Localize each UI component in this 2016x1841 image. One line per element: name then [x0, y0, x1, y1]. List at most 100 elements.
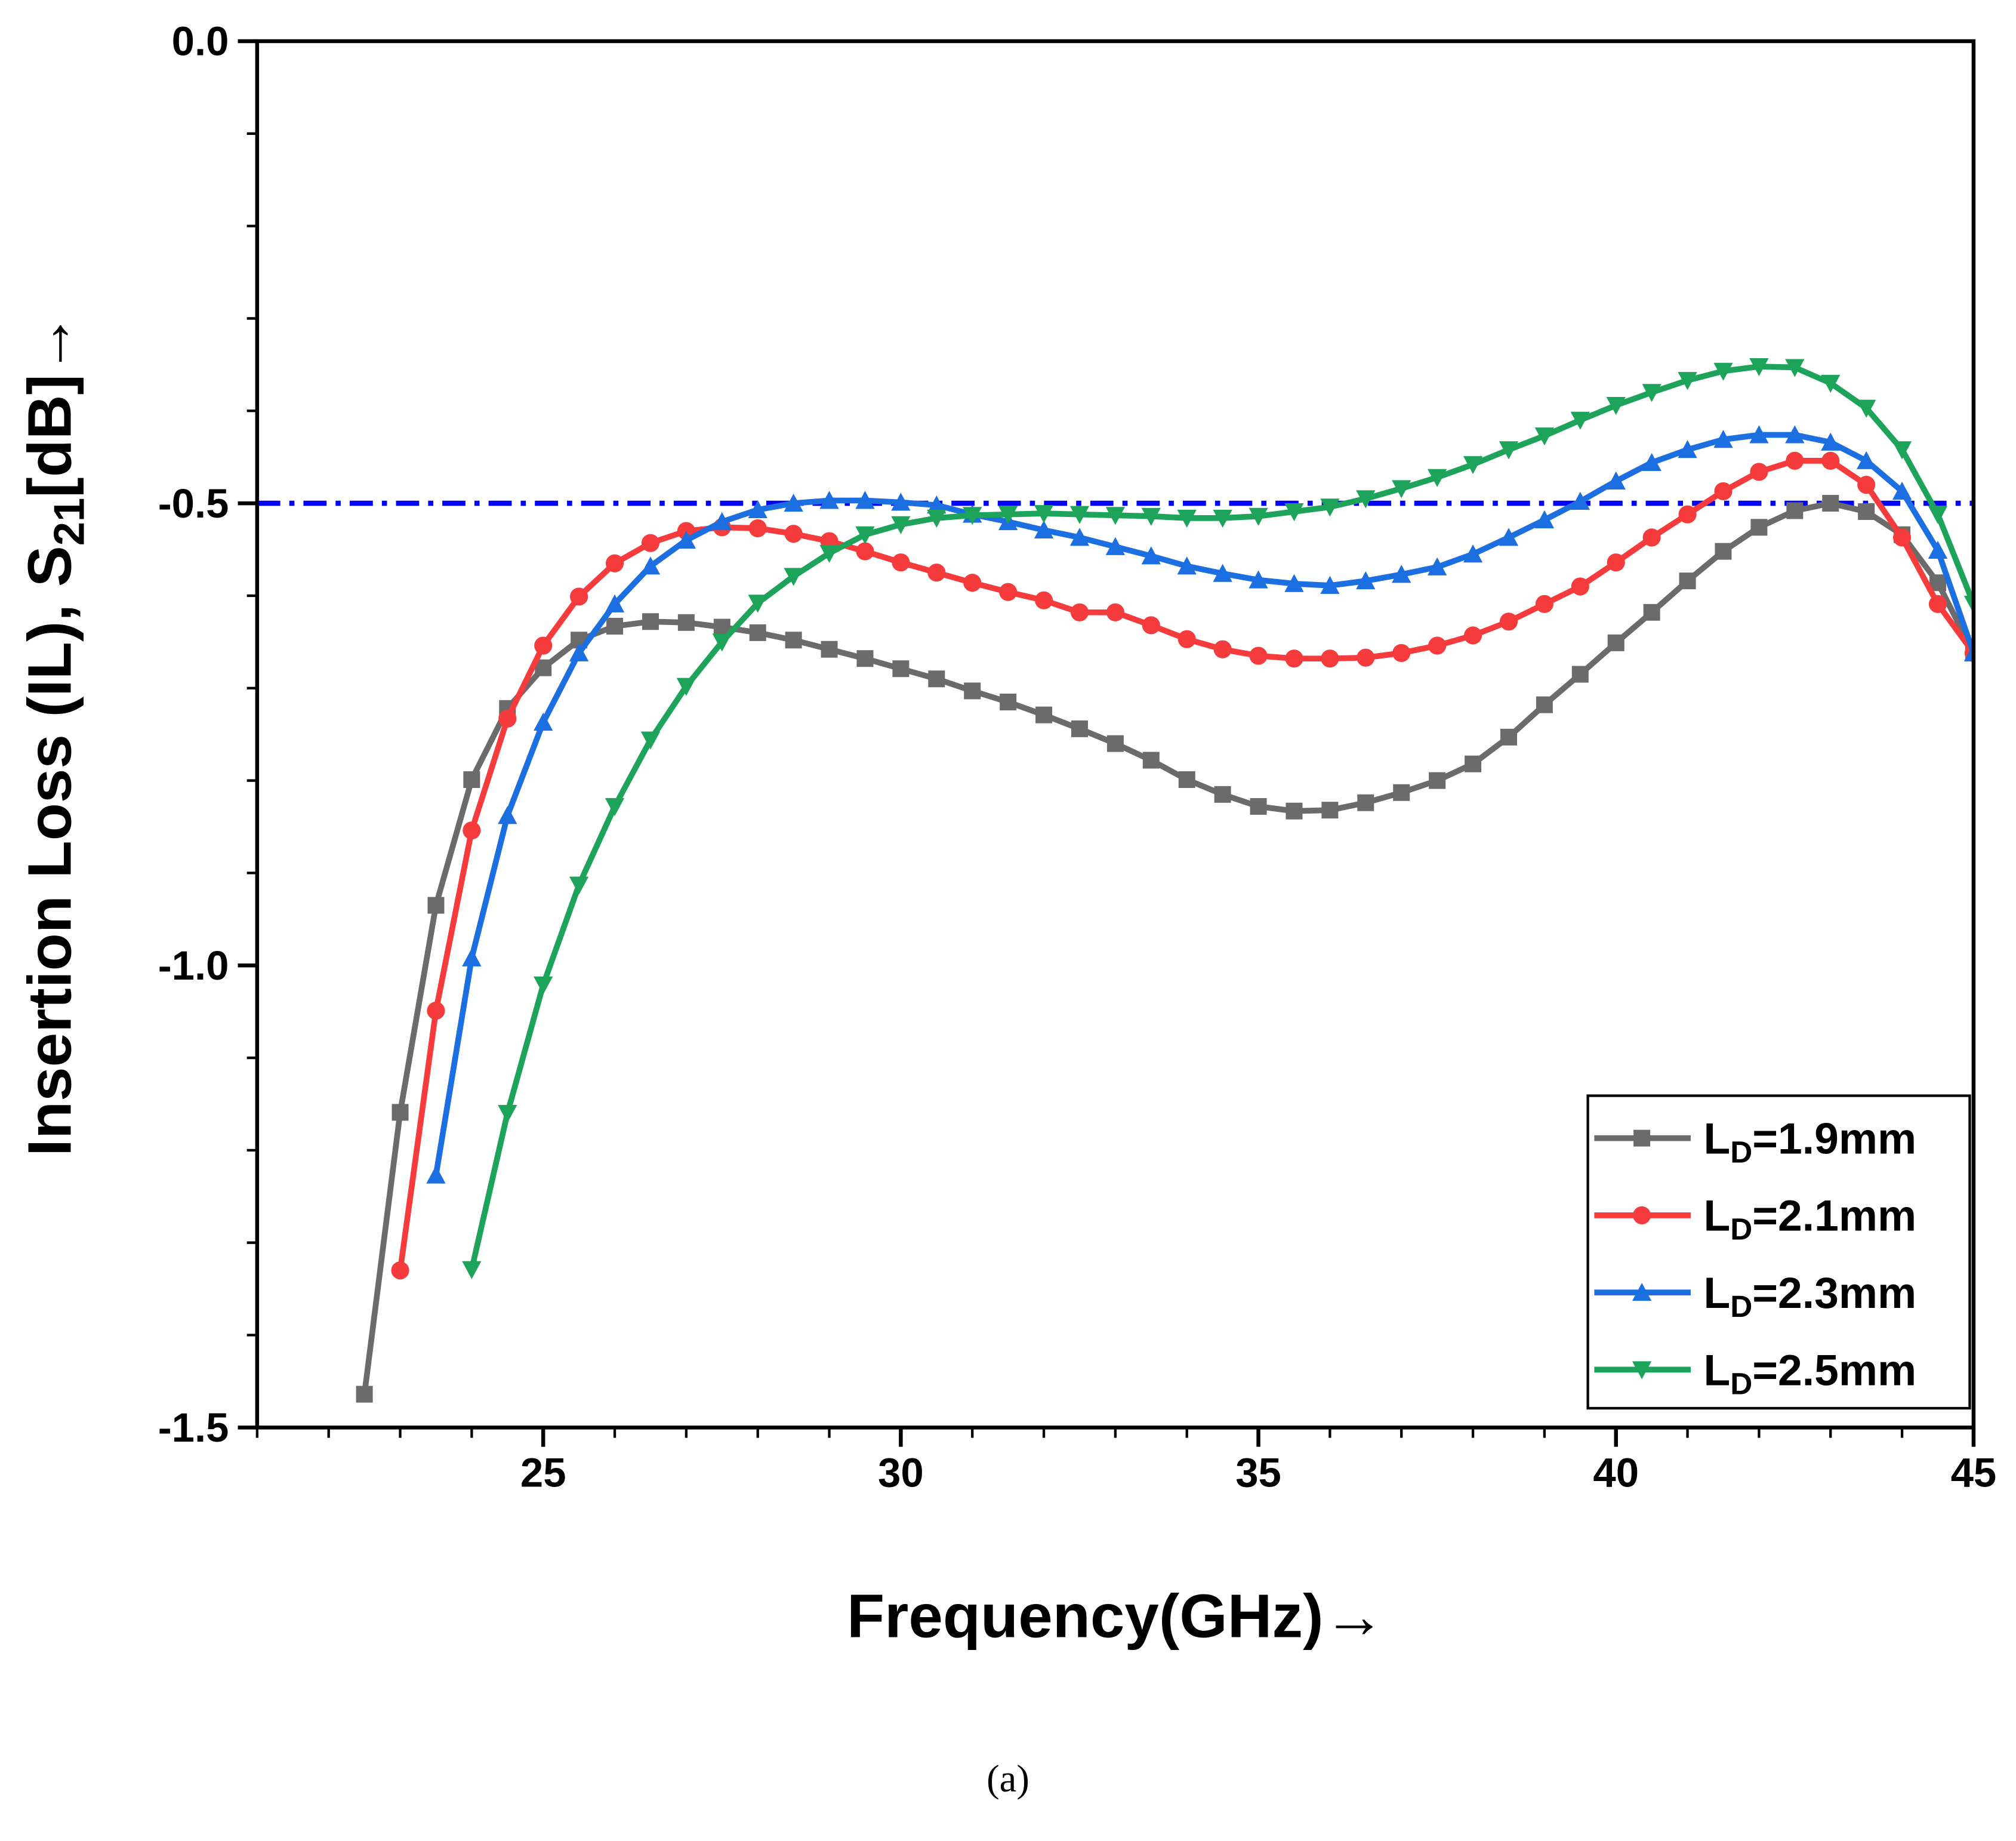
data-point [1713, 430, 1733, 448]
data-point [1286, 802, 1303, 820]
data-point [1749, 425, 1769, 444]
data-point [1035, 706, 1053, 724]
data-point [1357, 648, 1375, 667]
data-point [892, 553, 910, 572]
data-point [1606, 396, 1626, 415]
data-point [749, 624, 766, 641]
data-point [1392, 644, 1411, 662]
data-point [1499, 612, 1518, 631]
data-point [1535, 595, 1553, 613]
data-point [606, 618, 624, 635]
y-tick-label: -1.0 [158, 943, 229, 989]
series-line [433, 432, 1974, 1176]
data-point [1928, 595, 1947, 613]
data-point [498, 1104, 517, 1123]
data-point [1213, 640, 1232, 658]
data-point [1892, 528, 1912, 547]
data-point [1785, 359, 1805, 377]
data-point [1106, 603, 1124, 621]
data-point [1034, 591, 1053, 609]
data-point [1427, 557, 1447, 575]
x-tick-label: 40 [1593, 1449, 1639, 1495]
x-tick-label: 30 [878, 1449, 924, 1495]
data-point [963, 507, 982, 525]
data-point [1356, 571, 1376, 590]
legend-label: LD=2.5mm [1703, 1346, 1916, 1400]
data-point [1963, 595, 1974, 614]
data-point [1928, 506, 1948, 524]
legend-marker [1632, 1361, 1652, 1380]
data-point [784, 525, 803, 543]
data-point [1392, 480, 1411, 498]
data-point [856, 650, 874, 667]
data-point [1856, 399, 1876, 418]
data-point [1642, 384, 1661, 402]
data-point [964, 682, 981, 700]
data-point [1536, 696, 1553, 713]
x-tick-label: 35 [1235, 1449, 1281, 1495]
data-point [1141, 507, 1161, 526]
data-point [1177, 556, 1197, 575]
data-point [1786, 451, 1804, 470]
data-point [1607, 553, 1625, 572]
data-point [1000, 693, 1017, 710]
data-point [1570, 491, 1590, 510]
data-point [641, 534, 660, 552]
data-point [391, 1261, 409, 1280]
legend-marker [1632, 1282, 1652, 1301]
data-point [855, 526, 875, 544]
data-point [1857, 476, 1876, 494]
data-point [605, 798, 625, 817]
data-point [1534, 510, 1555, 528]
data-point [1213, 509, 1232, 528]
data-point [1821, 374, 1841, 393]
data-point [427, 897, 445, 914]
data-point [1250, 798, 1267, 815]
data-point [1642, 528, 1661, 547]
data-point [927, 495, 947, 514]
data-point [785, 632, 802, 649]
data-point [1463, 626, 1482, 645]
x-axis-label: Frequency(GHz)→ [847, 1581, 1385, 1651]
data-point [1571, 577, 1589, 596]
data-point [1606, 471, 1626, 490]
plot-frame [255, 39, 1976, 1430]
data-point [427, 1002, 445, 1020]
data-point [1106, 735, 1124, 752]
data-point [1392, 565, 1411, 583]
caption: (a) [987, 1757, 1029, 1800]
data-point [1749, 358, 1769, 377]
data-point [677, 614, 695, 631]
data-point [1214, 786, 1231, 803]
data-point [534, 712, 553, 731]
data-point [1320, 575, 1340, 594]
data-point [1678, 505, 1697, 524]
data-point [676, 678, 696, 696]
data-point [534, 976, 553, 995]
data-point [1499, 441, 1519, 460]
data-point [1178, 771, 1195, 789]
data-point [640, 556, 661, 575]
data-point [784, 568, 803, 586]
data-point [1285, 649, 1303, 668]
data-point [1463, 544, 1483, 563]
legend-box [1586, 1094, 1971, 1410]
data-point [462, 948, 482, 966]
data-point [1570, 411, 1590, 430]
data-point [1678, 372, 1697, 390]
data-point [712, 633, 732, 652]
data-point [1213, 564, 1232, 582]
data-point [1465, 755, 1482, 772]
data-point [1142, 752, 1160, 769]
data-point [498, 806, 517, 824]
data-point [1750, 519, 1768, 536]
data-point [1284, 503, 1304, 522]
data-point [1679, 572, 1696, 590]
data-point [1750, 463, 1768, 481]
data-point [856, 542, 874, 561]
data-point [1786, 502, 1804, 519]
data-point [1393, 784, 1410, 801]
legend-label: LD=2.1mm [1703, 1192, 1916, 1246]
data-point [1356, 490, 1376, 509]
data-point [1069, 506, 1090, 524]
